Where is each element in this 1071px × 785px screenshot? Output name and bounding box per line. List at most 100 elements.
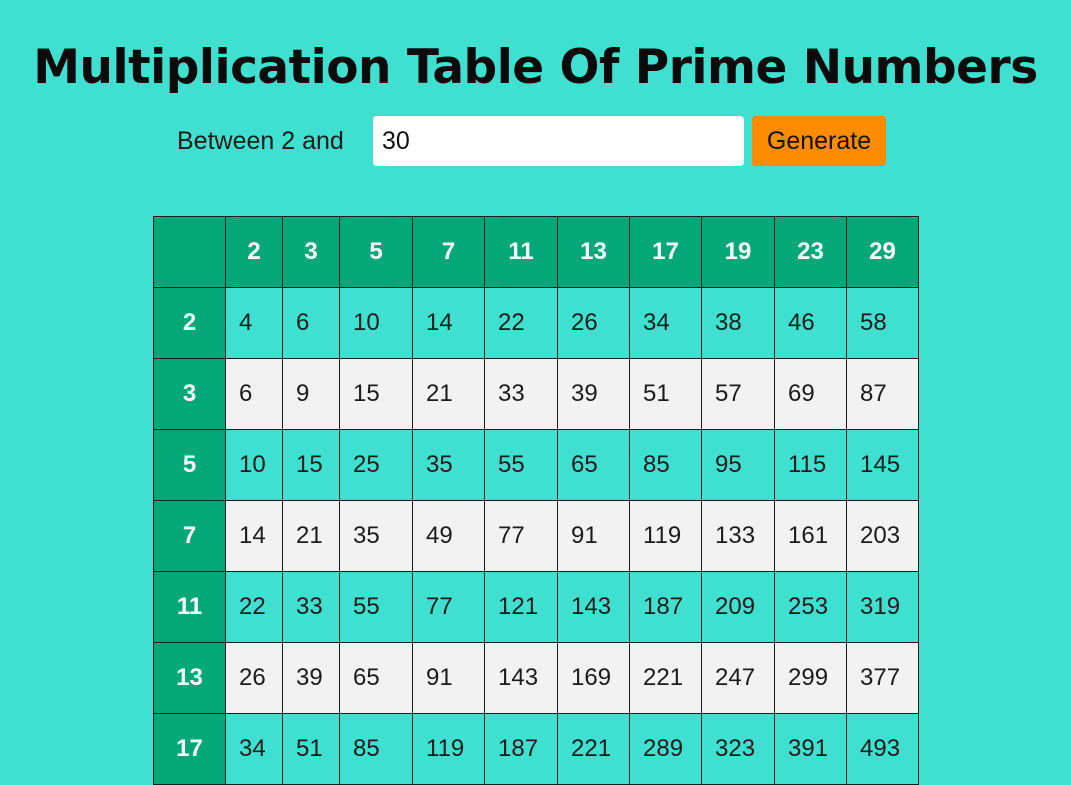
- table-cell: 91: [412, 642, 485, 714]
- table-cell: 49: [412, 500, 485, 572]
- table-cell: 58: [846, 287, 919, 359]
- table-cell: 85: [629, 429, 702, 501]
- row-header: 13: [153, 642, 226, 714]
- row-header: 5: [153, 429, 226, 501]
- table-cell: 34: [225, 713, 283, 785]
- generate-button[interactable]: Generate: [752, 116, 886, 166]
- table-cell: 115: [774, 429, 847, 501]
- table-cell: 9: [282, 358, 340, 430]
- table-cell: 203: [846, 500, 919, 572]
- table-cell: 21: [412, 358, 485, 430]
- table-cell: 323: [701, 713, 775, 785]
- table-cell: 65: [557, 429, 630, 501]
- table-cell: 221: [629, 642, 702, 714]
- table-row: 5 10 15 25 35 55 65 85 95 115 145: [153, 429, 919, 501]
- table-cell: 55: [339, 571, 413, 643]
- table-cell: 299: [774, 642, 847, 714]
- table-cell: 38: [701, 287, 775, 359]
- table-cell: 35: [412, 429, 485, 501]
- table-cell: 121: [484, 571, 558, 643]
- table-cell: 209: [701, 571, 775, 643]
- table-cell: 51: [282, 713, 340, 785]
- column-header: 2: [225, 216, 283, 288]
- table-cell: 169: [557, 642, 630, 714]
- table-cell: 14: [412, 287, 485, 359]
- table-cell: 21: [282, 500, 340, 572]
- table-row: 11 22 33 55 77 121 143 187 209 253 319: [153, 571, 919, 643]
- table-cell: 493: [846, 713, 919, 785]
- row-header: 2: [153, 287, 226, 359]
- table-cell: 377: [846, 642, 919, 714]
- table-cell: 289: [629, 713, 702, 785]
- table-cell: 22: [225, 571, 283, 643]
- table-cell: 25: [339, 429, 413, 501]
- row-header: 17: [153, 713, 226, 785]
- table-row: 2 4 6 10 14 22 26 34 38 46 58: [153, 287, 919, 359]
- row-header: 7: [153, 500, 226, 572]
- range-label: Between 2 and: [177, 127, 344, 155]
- table-cell: 34: [629, 287, 702, 359]
- table-cell: 91: [557, 500, 630, 572]
- table-cell: 119: [629, 500, 702, 572]
- column-header: 17: [629, 216, 702, 288]
- table-cell: 247: [701, 642, 775, 714]
- table-cell: 6: [282, 287, 340, 359]
- column-header: 3: [282, 216, 340, 288]
- table-cell: 119: [412, 713, 485, 785]
- table-cell: 65: [339, 642, 413, 714]
- table-cell: 95: [701, 429, 775, 501]
- table-cell: 15: [339, 358, 413, 430]
- table-cell: 26: [557, 287, 630, 359]
- table-cell: 22: [484, 287, 558, 359]
- table-cell: 253: [774, 571, 847, 643]
- table-cell: 33: [282, 571, 340, 643]
- table-cell: 319: [846, 571, 919, 643]
- table-cell: 391: [774, 713, 847, 785]
- table-row: 13 26 39 65 91 143 169 221 247 299 377: [153, 642, 919, 714]
- table-cell: 85: [339, 713, 413, 785]
- table-cell: 46: [774, 287, 847, 359]
- column-header: 29: [846, 216, 919, 288]
- range-form: Between 2 and Generate: [0, 116, 1071, 166]
- column-header: 13: [557, 216, 630, 288]
- column-header: 11: [484, 216, 558, 288]
- column-header: 5: [339, 216, 413, 288]
- table-cell: 26: [225, 642, 283, 714]
- table-cell: 145: [846, 429, 919, 501]
- table-cell: 10: [339, 287, 413, 359]
- table-cell: 4: [225, 287, 283, 359]
- table-cell: 143: [557, 571, 630, 643]
- table-cell: 161: [774, 500, 847, 572]
- row-header: 11: [153, 571, 226, 643]
- table-cell: 10: [225, 429, 283, 501]
- table-cell: 39: [557, 358, 630, 430]
- table-cell: 15: [282, 429, 340, 501]
- table-cell: 87: [846, 358, 919, 430]
- table-cell: 187: [484, 713, 558, 785]
- multiplication-table: 2 3 5 7 11 13 17 19 23 29 2 4 6 10 14 22…: [153, 216, 919, 785]
- table-cell: 51: [629, 358, 702, 430]
- table-cell: 133: [701, 500, 775, 572]
- column-header: 23: [774, 216, 847, 288]
- table-cell: 57: [701, 358, 775, 430]
- table-cell: 143: [484, 642, 558, 714]
- page-title: Multiplication Table Of Prime Numbers: [33, 40, 1038, 95]
- table-cell: 77: [484, 500, 558, 572]
- row-header: 3: [153, 358, 226, 430]
- table-cell: 69: [774, 358, 847, 430]
- table-cell: 187: [629, 571, 702, 643]
- table-cell: 77: [412, 571, 485, 643]
- table-cell: 221: [557, 713, 630, 785]
- column-header: 7: [412, 216, 485, 288]
- header-row: 2 3 5 7 11 13 17 19 23 29: [153, 216, 919, 288]
- table-row: 17 34 51 85 119 187 221 289 323 391 493: [153, 713, 919, 785]
- table-cell: 33: [484, 358, 558, 430]
- table-row: 7 14 21 35 49 77 91 119 133 161 203: [153, 500, 919, 572]
- upper-limit-input[interactable]: [373, 116, 744, 166]
- table-cell: 39: [282, 642, 340, 714]
- table-row: 3 6 9 15 21 33 39 51 57 69 87: [153, 358, 919, 430]
- table-cell: 35: [339, 500, 413, 572]
- table-cell: 14: [225, 500, 283, 572]
- table-cell: 55: [484, 429, 558, 501]
- table-cell: 6: [225, 358, 283, 430]
